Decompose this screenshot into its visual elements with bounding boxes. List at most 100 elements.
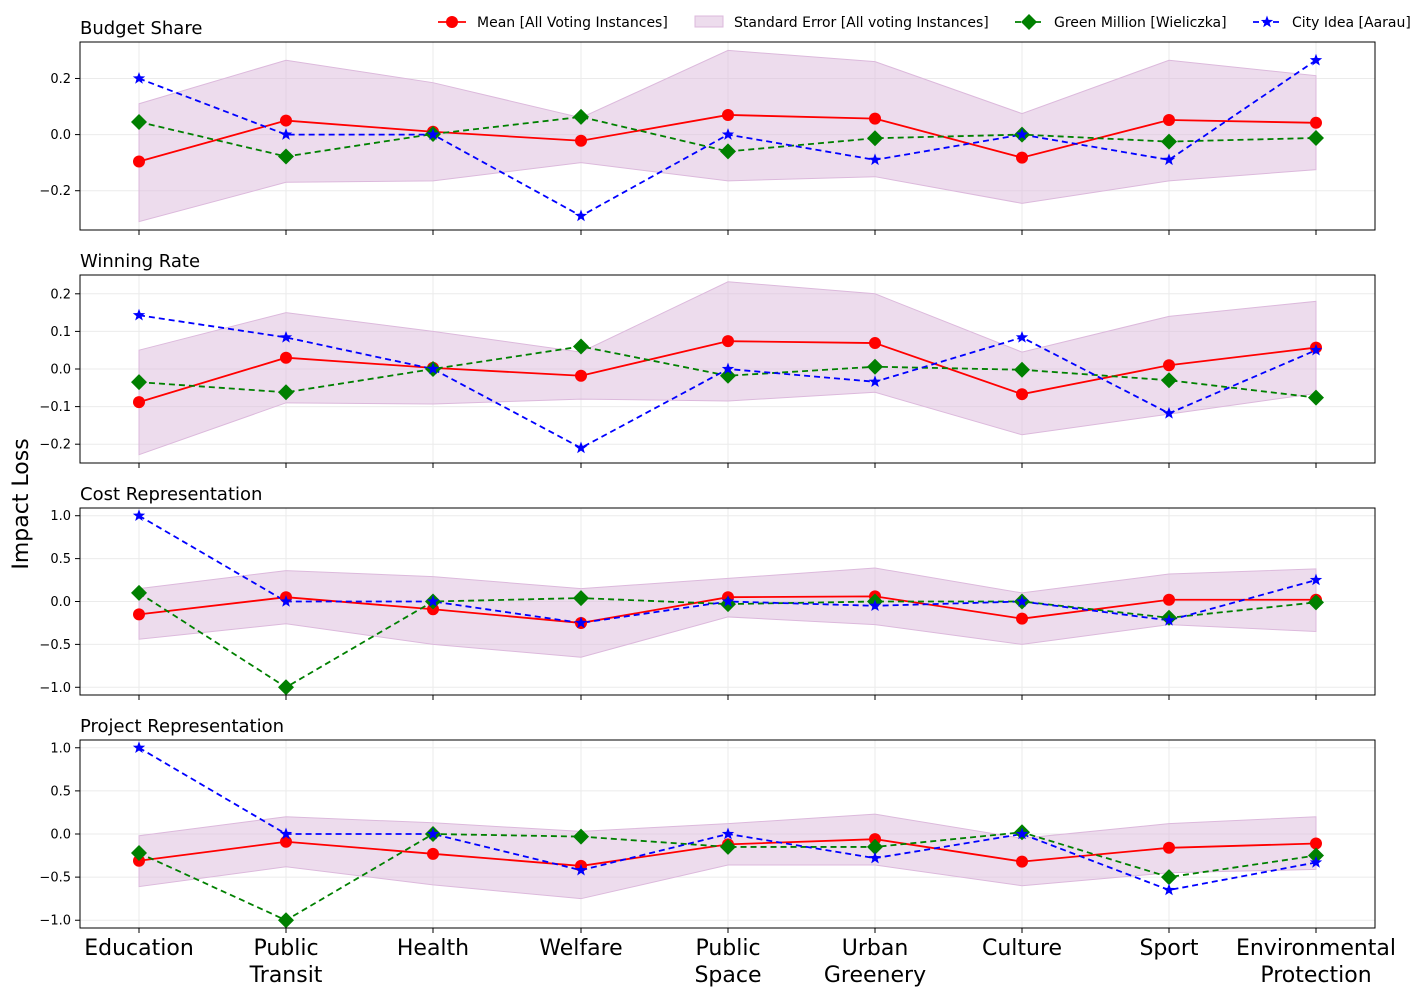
green-million-point bbox=[1161, 133, 1177, 150]
mean-point bbox=[280, 114, 292, 127]
y-tick-label: −1.0 bbox=[39, 914, 71, 929]
green-million-point bbox=[278, 384, 294, 401]
y-axis-label: Impact Loss bbox=[9, 438, 34, 569]
green-million-point bbox=[278, 912, 294, 929]
green-series-line bbox=[138, 116, 1317, 158]
city-idea-point bbox=[426, 128, 440, 140]
city-idea-point bbox=[1015, 330, 1029, 343]
city-idea-point bbox=[721, 595, 735, 607]
city-idea-point bbox=[1162, 613, 1176, 626]
x-category-label: Urban bbox=[842, 936, 909, 961]
mean-point bbox=[869, 112, 881, 125]
x-category-label: Sport bbox=[1139, 936, 1198, 961]
y-tick-label: 0.0 bbox=[50, 363, 71, 378]
city-idea-point bbox=[1162, 883, 1176, 896]
mean-point bbox=[427, 847, 439, 860]
city-idea-point bbox=[574, 209, 588, 222]
city-idea-point bbox=[132, 71, 146, 84]
mean-point bbox=[722, 108, 734, 121]
mean-point bbox=[280, 351, 292, 364]
city-idea-point bbox=[868, 153, 882, 166]
legend-swatch bbox=[694, 15, 724, 28]
city-idea-point bbox=[721, 362, 735, 375]
city-idea-point bbox=[1162, 153, 1176, 166]
mean-point bbox=[133, 396, 145, 409]
panel-title: Winning Rate bbox=[80, 251, 200, 272]
y-tick-label: 0.2 bbox=[50, 72, 71, 87]
y-tick-label: 1.0 bbox=[50, 741, 71, 756]
legend-item-se: Standard Error [All voting Instances] bbox=[694, 15, 989, 31]
panel-1: Winning Rate −0.2 −0.1 0.0 0.1 0.2 bbox=[39, 251, 1376, 468]
y-tick-label: 0.2 bbox=[50, 287, 71, 302]
y-tick-label: −0.5 bbox=[39, 871, 71, 886]
mean-point bbox=[722, 335, 734, 348]
city-idea-point bbox=[132, 509, 146, 521]
city-idea-point bbox=[1309, 53, 1323, 66]
city-idea-point bbox=[132, 308, 146, 321]
y-tick-label: −1.0 bbox=[39, 681, 71, 696]
city-idea-point bbox=[1309, 855, 1323, 868]
city-idea-point bbox=[1015, 827, 1029, 840]
mean-point bbox=[133, 155, 145, 168]
y-tick-label: 0.5 bbox=[50, 552, 71, 567]
mean-point bbox=[133, 608, 145, 621]
panel-title: Project Representation bbox=[80, 716, 284, 737]
standard-error-band bbox=[138, 567, 1317, 658]
y-tick-label: −0.5 bbox=[39, 638, 71, 653]
legend-marker bbox=[1021, 14, 1037, 30]
y-tick-label: 0.0 bbox=[50, 828, 71, 843]
mean-point bbox=[1016, 855, 1028, 868]
panel-0: Budget Share −0.2 0.0 0.2 bbox=[39, 18, 1376, 235]
y-tick-label: 0.0 bbox=[50, 595, 71, 610]
x-category-label: Welfare bbox=[539, 936, 622, 961]
legend-item-mean: Mean [All Voting Instances] bbox=[438, 15, 668, 31]
green-million-point bbox=[278, 679, 294, 696]
city-idea-point bbox=[1015, 595, 1029, 607]
y-tick-label: −0.2 bbox=[39, 438, 71, 453]
green-million-point bbox=[1308, 129, 1324, 146]
city-idea-point bbox=[868, 375, 882, 388]
legend-label: Standard Error [All voting Instances] bbox=[734, 15, 989, 31]
x-category-label: Public bbox=[253, 936, 318, 961]
legend-marker bbox=[1260, 15, 1274, 28]
x-category-label: Greenery bbox=[824, 963, 926, 988]
mean-point bbox=[1016, 612, 1028, 625]
city-idea-point bbox=[1309, 573, 1323, 586]
legend-item-green: Green Million [Wieliczka] bbox=[1015, 14, 1227, 31]
city-idea-point bbox=[132, 741, 146, 754]
city-idea-point bbox=[426, 827, 440, 840]
green-million-point bbox=[1308, 594, 1324, 611]
green-million-point bbox=[131, 844, 147, 861]
y-tick-label: −0.2 bbox=[39, 184, 71, 199]
green-million-point bbox=[720, 367, 736, 384]
city-idea-point bbox=[868, 851, 882, 864]
green-million-point bbox=[573, 828, 589, 845]
y-tick-label: 1.0 bbox=[50, 509, 71, 524]
legend-label: City Idea [Aarau] bbox=[1292, 15, 1411, 31]
mean-point bbox=[575, 134, 587, 147]
green-million-point bbox=[1308, 847, 1324, 864]
legend-item-city: City Idea [Aarau] bbox=[1253, 15, 1411, 31]
legend-label: Green Million [Wieliczka] bbox=[1054, 15, 1227, 31]
mean-point bbox=[1016, 388, 1028, 401]
mean-point bbox=[1163, 359, 1175, 372]
green-million-point bbox=[867, 838, 883, 855]
city-idea-point bbox=[279, 330, 293, 343]
legend: Mean [All Voting Instances] Standard Erro… bbox=[438, 14, 1411, 31]
city-idea-point bbox=[574, 863, 588, 876]
green-million-point bbox=[131, 374, 147, 391]
y-tick-label: 0.0 bbox=[50, 128, 71, 143]
legend-label: Mean [All Voting Instances] bbox=[477, 15, 668, 31]
x-category-label: Public bbox=[695, 936, 760, 961]
mean-point bbox=[1163, 593, 1175, 606]
x-category-label: Space bbox=[694, 963, 761, 988]
x-category-label: Culture bbox=[982, 936, 1062, 961]
green-million-point bbox=[1308, 389, 1324, 406]
green-million-point bbox=[573, 108, 589, 125]
panel-2: Cost Representation −1.0 −0.5 0.0 0.5 1.0 bbox=[39, 484, 1376, 700]
panel-title: Budget Share bbox=[80, 18, 202, 39]
green-million-point bbox=[573, 338, 589, 355]
city-idea-point bbox=[426, 595, 440, 607]
